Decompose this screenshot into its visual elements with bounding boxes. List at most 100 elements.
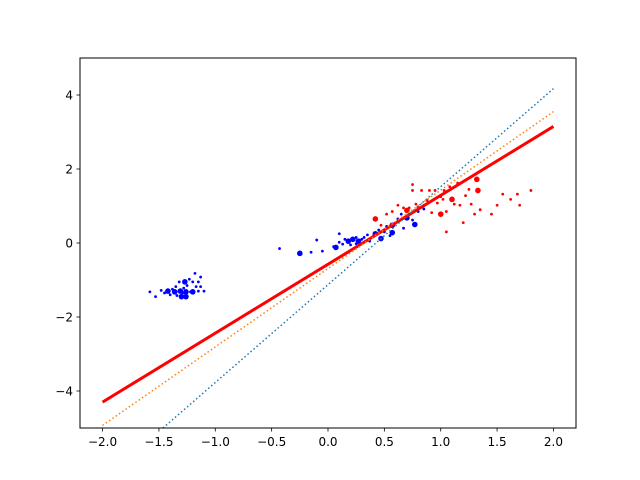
data-point: [390, 210, 394, 213]
y-tick-label: −4: [55, 385, 73, 399]
data-point: [174, 285, 178, 289]
data-point: [191, 280, 195, 284]
data-point: [461, 221, 465, 225]
data-point: [154, 295, 157, 299]
data-point: [278, 247, 281, 250]
data-point: [366, 233, 369, 237]
data-point: [168, 293, 172, 297]
data-point: [402, 206, 405, 210]
data-point: [448, 185, 452, 189]
y-axis: −4 −2 0 2 4: [55, 89, 80, 399]
data-point: [412, 221, 418, 228]
data-point: [411, 189, 414, 192]
data-point: [377, 228, 381, 232]
data-point: [467, 187, 471, 191]
data-point: [399, 212, 403, 216]
y-tick-label: 0: [65, 237, 73, 251]
y-tick-label: 2: [65, 163, 73, 177]
data-point: [193, 271, 197, 275]
data-point: [333, 244, 339, 251]
data-point: [177, 280, 181, 284]
data-point: [411, 183, 414, 186]
data-point: [515, 192, 519, 196]
data-point: [182, 286, 186, 290]
data-point: [407, 206, 411, 210]
data-point: [183, 289, 189, 295]
data-point: [355, 238, 362, 244]
data-point: [178, 293, 185, 300]
data-point: [309, 250, 313, 254]
data-point: [474, 176, 480, 183]
data-point: [473, 212, 476, 216]
data-point: [196, 280, 200, 284]
data-point: [354, 236, 358, 239]
x-tick-label: −1.5: [144, 435, 173, 449]
data-point: [458, 203, 462, 207]
x-tick-label: 1.0: [431, 435, 450, 449]
data-point: [469, 202, 473, 206]
y-tick-label: −2: [55, 311, 73, 325]
data-point: [464, 194, 467, 198]
data-point: [411, 218, 414, 222]
data-point: [428, 189, 431, 192]
data-point: [372, 216, 379, 222]
data-point: [337, 232, 341, 236]
data-point: [444, 230, 448, 234]
data-point: [187, 277, 191, 281]
data-point: [315, 238, 319, 242]
data-point: [202, 289, 206, 293]
y-tick-label: 4: [65, 89, 73, 103]
data-point: [396, 203, 400, 207]
data-point: [490, 212, 493, 216]
data-point: [402, 226, 405, 230]
x-tick-label: 0.0: [318, 435, 337, 449]
point-series-1: [372, 176, 533, 234]
data-point: [297, 250, 303, 257]
x-tick-label: −2.0: [88, 435, 117, 449]
data-point: [189, 289, 196, 295]
data-point: [495, 203, 499, 207]
data-point: [196, 289, 200, 293]
data-point: [437, 211, 444, 217]
data-point: [171, 289, 178, 295]
data-point: [475, 187, 481, 194]
data-point: [199, 275, 203, 279]
data-point: [345, 238, 352, 244]
data-point: [320, 249, 324, 253]
data-point: [441, 197, 445, 201]
data-point: [199, 285, 203, 289]
data-point: [389, 229, 396, 236]
x-axis: −2.0 −1.5 −1.0 −0.5 0.0 0.5 1.0 1.5 2.0: [88, 428, 563, 449]
data-point: [501, 192, 505, 196]
data-point: [182, 279, 188, 285]
x-tick-label: −0.5: [257, 435, 286, 449]
data-point: [362, 236, 366, 239]
data-point: [529, 189, 533, 192]
data-point: [385, 212, 389, 216]
series-layer: [101, 88, 555, 428]
data-point: [163, 291, 166, 295]
data-point: [165, 288, 171, 294]
x-tick-label: 2.0: [544, 435, 563, 449]
data-point: [183, 293, 189, 300]
data-point: [430, 211, 434, 215]
data-point: [452, 202, 456, 206]
data-point: [449, 196, 455, 203]
data-point: [343, 237, 347, 241]
data-point: [444, 210, 448, 213]
data-point: [435, 201, 439, 205]
x-tick-label: −1.0: [201, 435, 230, 449]
x-tick-label: 0.5: [375, 435, 394, 449]
data-point: [379, 223, 383, 227]
data-point: [422, 207, 426, 211]
data-point: [159, 288, 163, 292]
x-tick-label: 1.5: [488, 435, 507, 449]
data-point: [175, 294, 179, 297]
data-point: [350, 236, 356, 243]
data-point: [360, 237, 364, 241]
data-point: [194, 285, 198, 289]
data-point: [337, 240, 341, 244]
data-point: [341, 242, 345, 246]
